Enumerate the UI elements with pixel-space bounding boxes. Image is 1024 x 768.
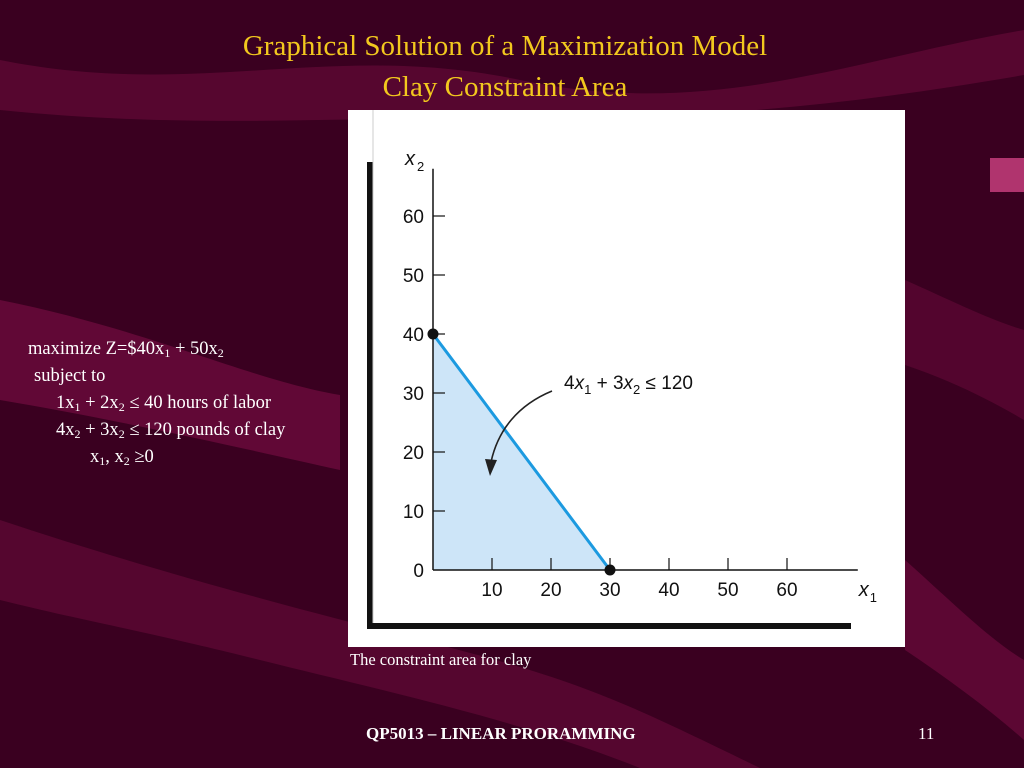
chart-panel: 0 10 20 30 40 50 60 10 20 30 40 50 60 x 2 x 1 4x1 + 3x2 ≤… [348,110,905,647]
y-tick-label: 20 [403,443,424,464]
x-tick-label: 40 [658,580,679,601]
chart-caption: The constraint area for clay [350,650,532,669]
constraint-pointer-arrow [490,390,553,463]
nonnegativity-line: x1, x2 ≥0 [90,447,154,468]
subject-to-line: subject to [34,366,106,386]
y-tick-label: 50 [403,266,424,287]
x-axis-label: x [858,579,870,601]
y-tick-label: 60 [403,207,424,228]
clay-constraint-line [431,333,612,571]
y-axis-label-subscript: 2 [417,159,424,174]
x-tick-label: 30 [599,580,620,601]
objective-line: maximize Z=$40x1 + 50x2 [28,339,224,360]
slide-subtitle: Clay Constraint Area [382,71,628,103]
page-number: 11 [918,724,935,743]
intercept-point-1 [427,328,439,340]
footer-course-title: QP5013 – LINEAR PRORAMMING [366,724,636,743]
constraint-label: 4x1 + 3x2 ≤ 120 [564,373,693,397]
clay-constraint-line: 4x2 + 3x2 ≤ 120 pounds of clay [56,420,286,441]
frame-shadow-bottom [367,623,851,629]
y-tick-label: 30 [403,384,424,405]
y-tick-label: 10 [403,502,424,523]
x-tick-label: 60 [776,580,797,601]
x-tick-label: 20 [540,580,561,601]
frame-shadow-left [367,162,373,628]
slide-title: Graphical Solution of a Maximization Mod… [242,30,768,62]
labor-constraint-line: 1x1 + 2x2 ≤ 40 hours of labor [56,393,271,414]
y-axis-label: x [404,148,416,170]
lp-formulation: maximize Z=$40x1 + 50x2 subject to 1x1 +… [28,336,285,471]
x-axis-label-subscript: 1 [870,590,877,605]
x-tick-label: 10 [481,580,502,601]
y-tick-label: 40 [403,325,424,346]
x-tick-label: 50 [717,580,738,601]
constraint-pointer-arrowhead [485,459,497,476]
intercept-point-2 [604,564,616,576]
y-tick-label: 0 [413,561,424,582]
